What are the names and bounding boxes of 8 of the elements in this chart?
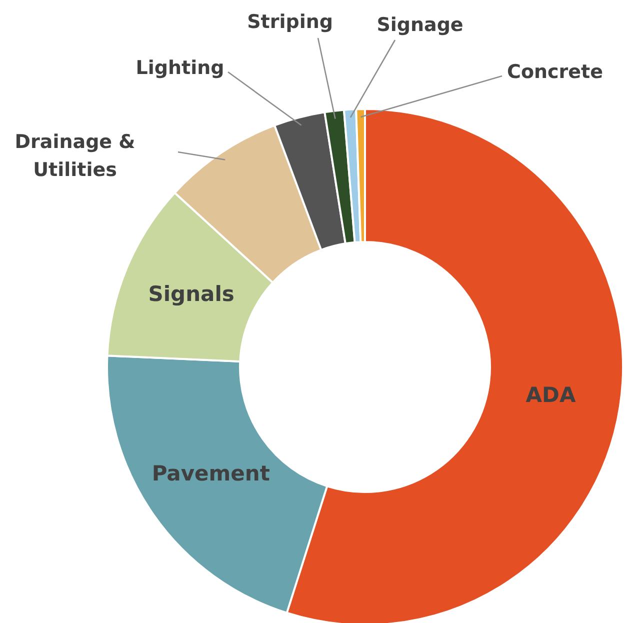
slice-label: Signals (148, 282, 234, 306)
slice-label: Striping (247, 11, 333, 33)
slice-label: Signage (376, 14, 464, 36)
slice-label: ADA (526, 382, 576, 407)
slice-label: Concrete (506, 61, 604, 83)
slice-label: Pavement (152, 462, 270, 486)
slice-label: Lighting (136, 57, 224, 79)
slice-label: Drainage & Utilities (14, 131, 136, 181)
